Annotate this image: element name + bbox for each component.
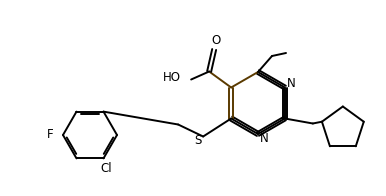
Text: O: O <box>212 34 221 47</box>
Text: N: N <box>286 77 295 90</box>
Text: N: N <box>260 132 268 144</box>
Text: Cl: Cl <box>101 162 112 175</box>
Text: S: S <box>195 134 202 147</box>
Text: F: F <box>46 129 53 142</box>
Text: HO: HO <box>163 71 181 84</box>
